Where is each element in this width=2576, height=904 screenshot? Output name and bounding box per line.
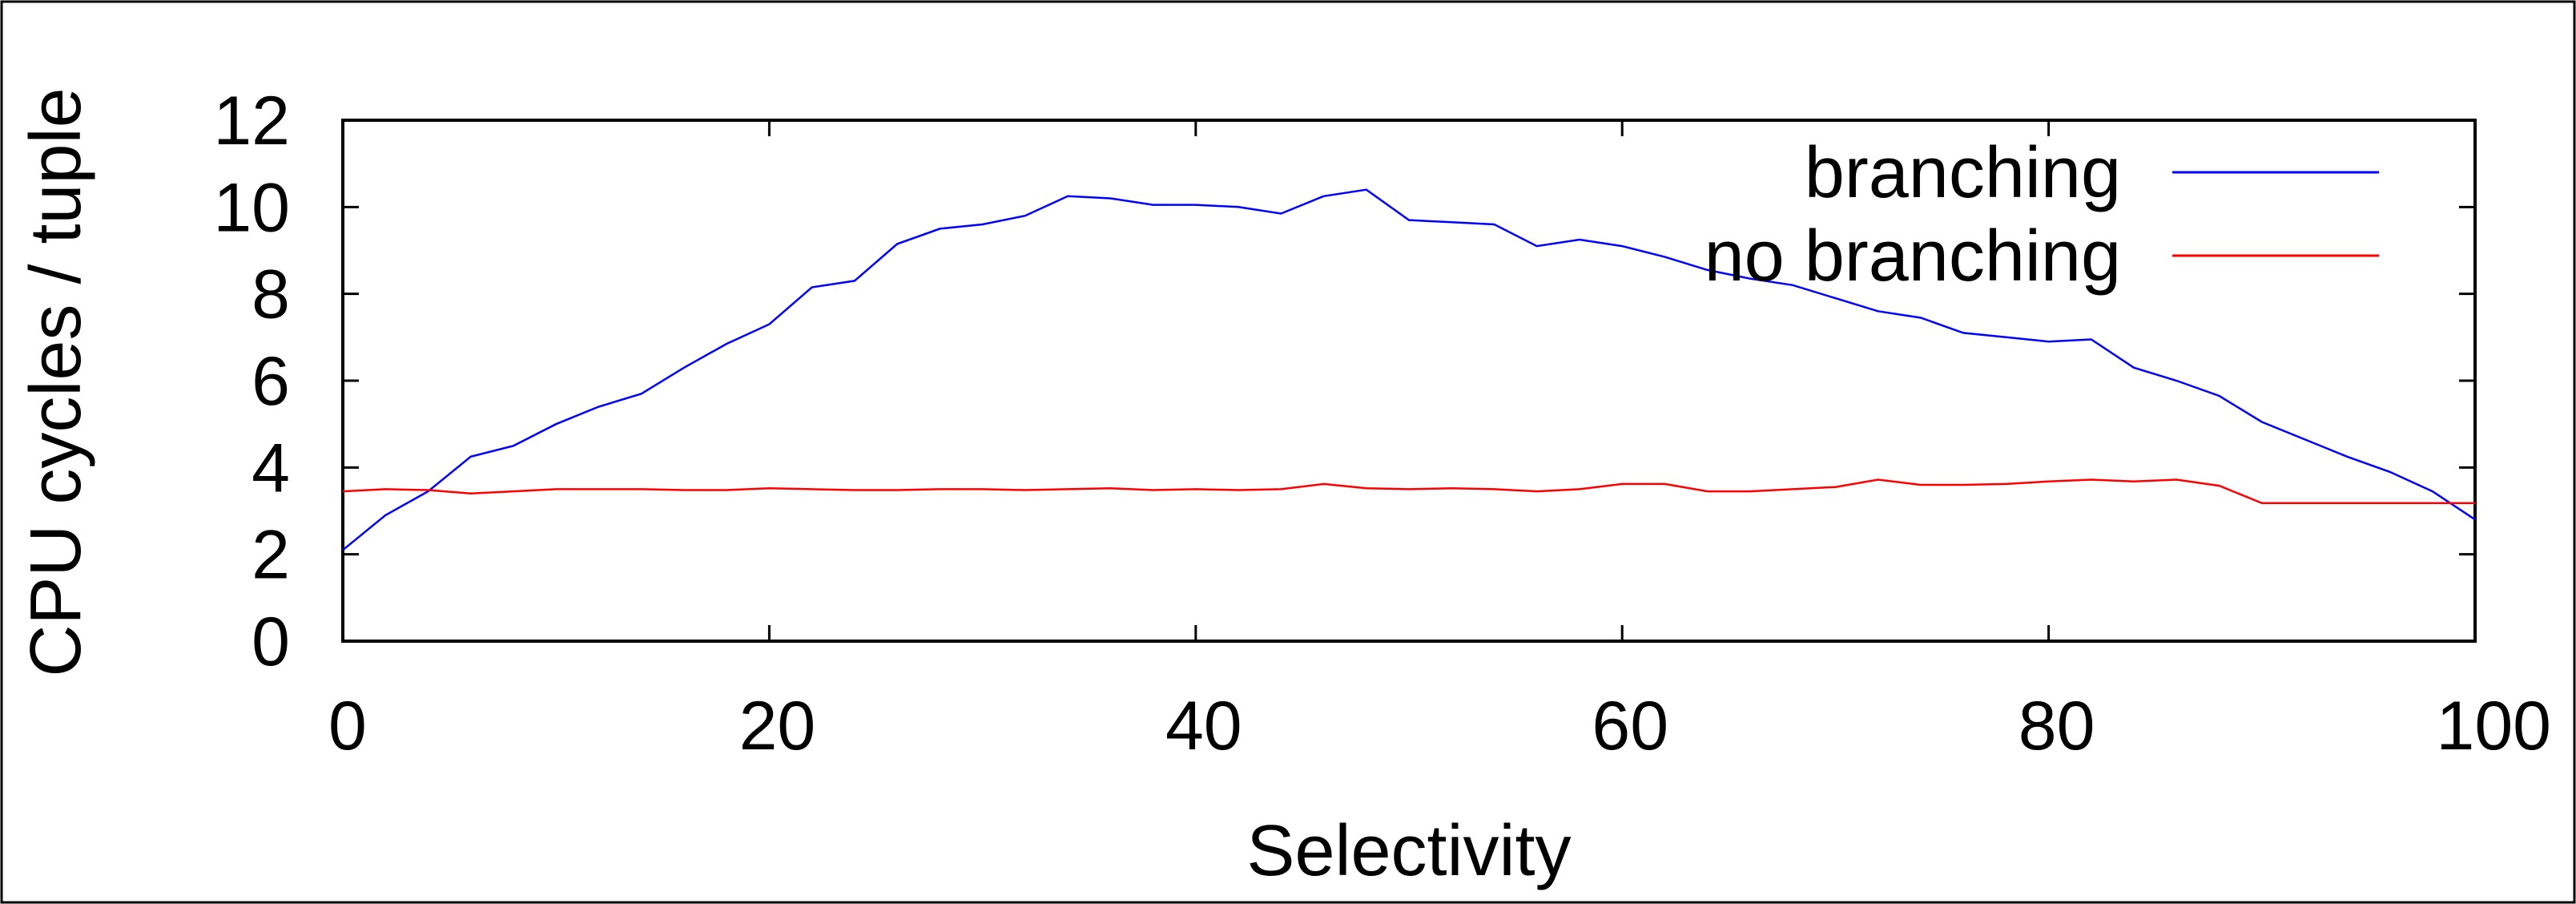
y-tick-label: 4 [252, 430, 290, 506]
x-tick-label: 20 [739, 688, 816, 765]
y-axis: 0 2 4 6 8 10 12 [213, 83, 2475, 680]
x-tick-label: 80 [2019, 688, 2095, 765]
x-tick-label: 60 [1592, 688, 1668, 765]
y-tick-label: 0 [252, 603, 290, 680]
legend-label: no branching [1705, 216, 2121, 297]
y-tick-label: 8 [252, 256, 290, 333]
series-line [342, 478, 2475, 505]
legend-label: branching [1805, 133, 2121, 213]
series-line [342, 188, 2476, 551]
x-tick-label: 100 [2437, 688, 2552, 765]
x-tick-label: 40 [1165, 688, 1242, 765]
x-tick-label: 0 [328, 688, 367, 765]
x-axis: 0 20 40 60 80 100 [328, 120, 2551, 765]
y-axis-title: CPU cycles / tuple [16, 87, 96, 676]
y-tick-label: 6 [252, 343, 290, 420]
y-tick-label: 10 [213, 169, 290, 246]
y-tick-label: 12 [213, 83, 290, 159]
y-tick-label: 2 [252, 517, 290, 594]
series-layer [342, 188, 2476, 551]
x-axis-title: Selectivity [1246, 811, 1571, 891]
